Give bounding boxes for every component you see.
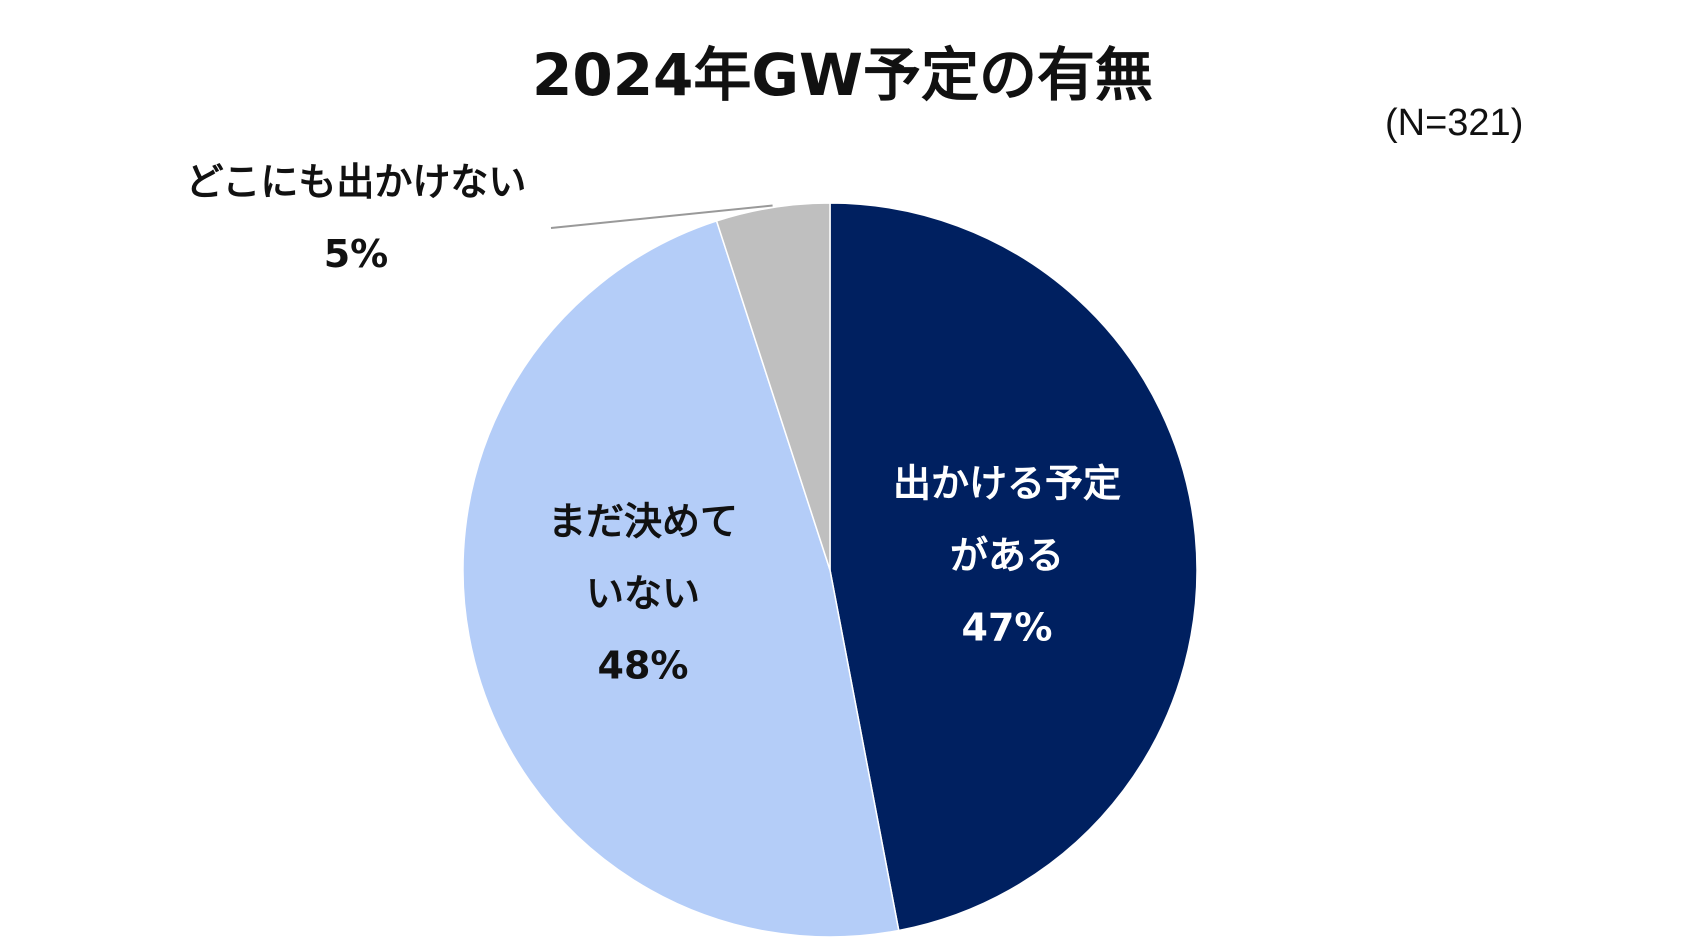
- chart-title: 2024年GW予定の有無: [531, 41, 1153, 109]
- chart-subtitle: (N=321): [1385, 102, 1524, 144]
- value-label: 48%: [597, 644, 689, 689]
- value-label: 5%: [323, 232, 389, 276]
- slice-label: 出かける予定がある 47%: [887, 448, 1126, 665]
- pie-slice: [715, 202, 831, 571]
- category-label: まだ決めていない: [547, 499, 739, 616]
- category-label: 出かける予定がある: [892, 461, 1122, 578]
- slice-label: まだ決めていない 48%: [542, 486, 743, 703]
- slice-label: どこにも出かけない 5%: [186, 146, 527, 290]
- value-label: 47%: [961, 606, 1053, 651]
- pie-slice: [462, 220, 900, 938]
- category-label: どこにも出かけない: [185, 159, 527, 204]
- pie-slice: [829, 202, 1198, 932]
- leader-line: [550, 204, 773, 229]
